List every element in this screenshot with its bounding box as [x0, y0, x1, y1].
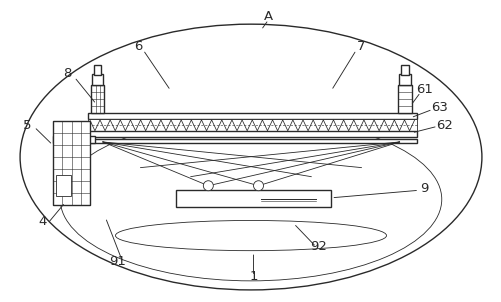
- Text: 92: 92: [310, 239, 327, 253]
- Text: 91: 91: [109, 255, 126, 268]
- Bar: [88, 131, 416, 137]
- Text: 1: 1: [249, 270, 257, 283]
- Text: 63: 63: [430, 101, 447, 114]
- Bar: [53, 136, 95, 143]
- Bar: [88, 139, 416, 143]
- Text: 4: 4: [39, 215, 47, 229]
- Bar: [175, 190, 331, 207]
- Bar: [56, 175, 71, 196]
- Text: 9: 9: [419, 182, 427, 195]
- Bar: [94, 65, 101, 75]
- Text: A: A: [264, 10, 273, 23]
- Bar: [91, 85, 104, 113]
- Bar: [397, 85, 411, 113]
- Text: 7: 7: [357, 40, 365, 53]
- Circle shape: [203, 181, 213, 191]
- Bar: [88, 113, 416, 119]
- Bar: [53, 121, 90, 205]
- Text: 61: 61: [415, 82, 432, 96]
- Text: 8: 8: [64, 67, 72, 81]
- Text: 6: 6: [134, 40, 142, 53]
- Bar: [88, 119, 416, 131]
- Bar: [398, 74, 410, 85]
- Text: 5: 5: [24, 119, 32, 132]
- Bar: [92, 74, 103, 85]
- Bar: [400, 65, 408, 75]
- Text: 62: 62: [435, 119, 452, 132]
- Circle shape: [253, 181, 263, 191]
